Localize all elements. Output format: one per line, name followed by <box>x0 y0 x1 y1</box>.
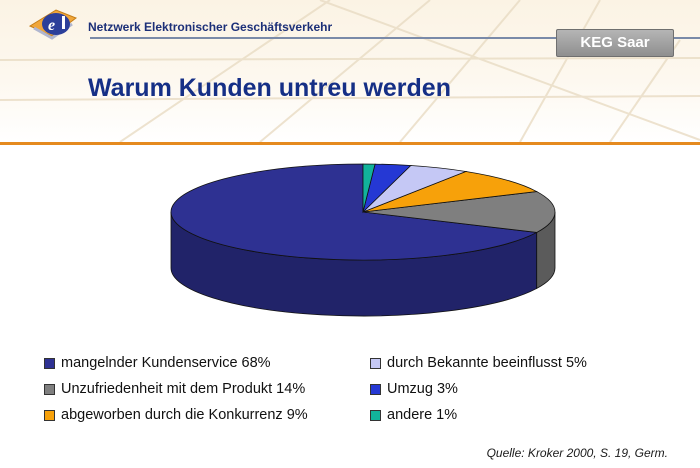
pie-slice-unzufriedenheit-mit-dem-produkt-14 <box>362 191 556 233</box>
pie-chart <box>170 163 556 317</box>
legend-item-mangelnder-kundenservice-68: mangelnder Kundenservice 68% <box>44 353 271 373</box>
roof-beams-background <box>0 0 700 142</box>
legend-item-unzufriedenheit-mit-dem-produkt-14: Unzufriedenheit mit dem Produkt 14% <box>44 379 305 399</box>
pie-top <box>170 163 556 261</box>
source-note: Quelle: Kroker 2000, S. 19, Germ. <box>486 446 668 460</box>
legend-label: Umzug 3% <box>387 381 458 397</box>
legend-swatch <box>370 357 381 369</box>
network-name: Netzwerk Elektronischer Geschäftsverkehr <box>88 20 333 34</box>
pie-slice-mangelnder-kundenservice-68 <box>170 163 539 261</box>
legend-item-umzug-3: Umzug 3% <box>370 379 458 399</box>
legend-swatch <box>44 383 55 395</box>
legend-item-andere-1: andere 1% <box>370 405 457 425</box>
pie-slice-abgeworben-durch-die-konkurrenz-9 <box>362 171 539 213</box>
legend-label: abgeworben durch die Konkurrenz 9% <box>61 407 308 423</box>
pie-slice-andere-1 <box>362 163 376 213</box>
slide-title: Warum Kunden untreu werden <box>88 74 451 102</box>
orange-divider <box>0 142 700 145</box>
legend-swatch <box>44 409 55 421</box>
pie-sides <box>170 211 556 317</box>
legend-swatch <box>370 409 381 421</box>
legend-item-durch-bekannte-beeinflusst-5: durch Bekannte beeinflusst 5% <box>370 353 587 373</box>
svg-text:e: e <box>48 17 55 34</box>
keg-saar-badge: KEG Saar <box>556 29 674 57</box>
slide-header: e Netzwerk Elektronischer Geschäftsverke… <box>0 0 700 142</box>
legend-label: durch Bekannte beeinflusst 5% <box>387 355 587 371</box>
legend-swatch <box>44 357 55 369</box>
header-rule <box>90 37 700 39</box>
legend-label: Unzufriedenheit mit dem Produkt 14% <box>61 381 306 397</box>
legend-label: andere 1% <box>387 407 458 423</box>
legend-label: mangelnder Kundenservice 68% <box>61 355 271 371</box>
keg-logo-icon: e <box>28 9 78 40</box>
legend-swatch <box>370 383 381 395</box>
legend-item-abgeworben-durch-die-konkurrenz-9: abgeworben durch die Konkurrenz 9% <box>44 405 308 425</box>
